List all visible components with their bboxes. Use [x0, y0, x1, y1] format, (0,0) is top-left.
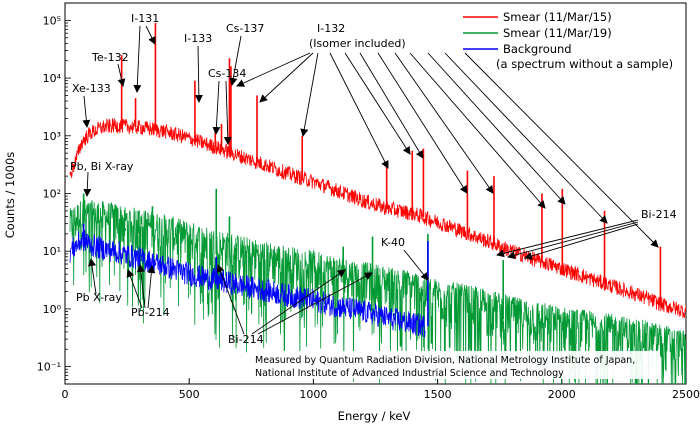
annotations: Xe-133 Te-132 I-131 I-133 Cs-137 Cs-134 …: [70, 12, 677, 346]
series-layer: [69, 117, 686, 384]
label-pb-bi-xray: Pb, Bi X-ray: [70, 160, 134, 173]
series-line: [69, 199, 686, 384]
legend-note: (a spectrum without a sample): [496, 57, 673, 71]
label-i131: I-131: [131, 12, 159, 25]
label-bi214-right: Bi-214: [641, 208, 677, 221]
legend: Smear (11/Mar/15) Smear (11/Mar/19) Back…: [463, 10, 673, 71]
y-tick-label: 10¹: [43, 245, 61, 258]
series-line: [69, 117, 686, 319]
x-tick-label: 0: [62, 388, 69, 401]
series-line: [69, 230, 426, 338]
axis-ticks: 0 500 1000 1500 2000 2500 10⁻¹ 10⁰ 10¹ 10² 10³ 10⁴ 1…: [37, 2, 700, 401]
x-tick-label: 500: [179, 388, 200, 401]
y-tick-label: 10⁴: [43, 72, 62, 85]
label-i132-sub: (Isomer included): [309, 37, 406, 50]
label-i133: I-133: [184, 32, 212, 45]
y-tick-label: 10⁵: [43, 14, 61, 27]
x-axis-title: Energy / keV: [338, 409, 411, 423]
credit-box: Measured by Quantum Radiation Division, …: [252, 351, 658, 379]
annotation-arrows: [82, 25, 659, 335]
credit-line-2: National Institute of Advanced Industria…: [255, 368, 564, 379]
credit-line-1: Measured by Quantum Radiation Division, …: [255, 355, 635, 366]
legend-label-smear-0319: Smear (11/Mar/19): [503, 26, 612, 40]
label-k40: K-40: [381, 236, 405, 249]
x-tick-label: 1500: [424, 388, 452, 401]
label-pb214: Pb-214: [131, 306, 170, 319]
legend-label-smear-0315: Smear (11/Mar/15): [503, 10, 612, 24]
legend-label-background: Background: [503, 42, 572, 56]
label-te132: Te-132: [91, 51, 129, 64]
credit-box-bg: [252, 351, 658, 379]
label-i132: I-132: [317, 22, 345, 35]
label-xe133: Xe-133: [72, 82, 111, 95]
label-bi214-left: Bi-214: [228, 333, 264, 346]
label-pb-xray: Pb X-ray: [76, 291, 122, 304]
y-tick-label: 10³: [43, 130, 61, 143]
x-tick-label: 1000: [299, 388, 327, 401]
label-cs134: Cs-134: [208, 67, 246, 80]
y-tick-label: 10⁰: [43, 303, 62, 316]
y-tick-label: 10²: [43, 188, 61, 201]
x-tick-label: 2500: [672, 388, 700, 401]
label-cs137: Cs-137: [226, 22, 264, 35]
y-tick-label: 10⁻¹: [37, 361, 61, 374]
x-tick-label: 2000: [548, 388, 576, 401]
y-axis-title: Counts / 1000s: [3, 152, 17, 239]
